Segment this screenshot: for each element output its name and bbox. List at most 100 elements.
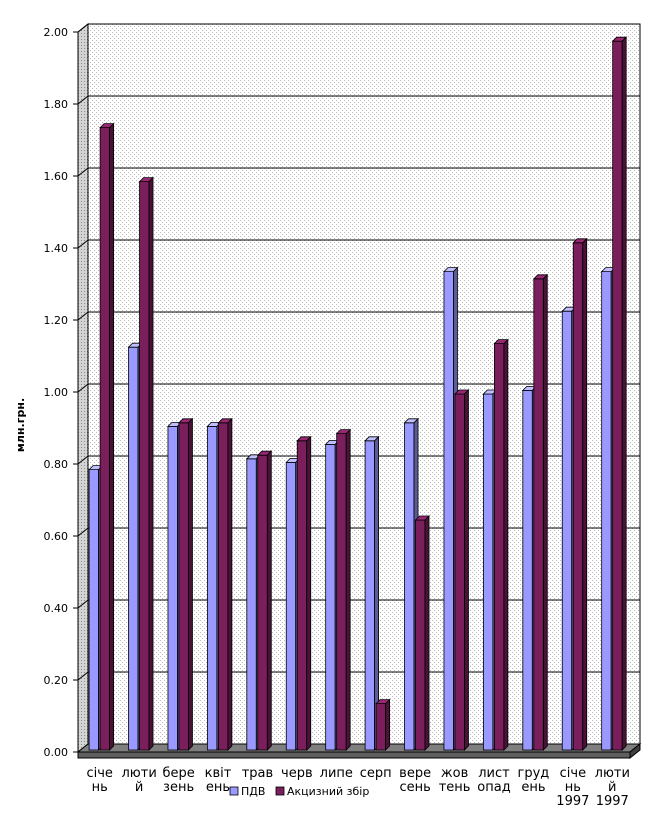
gridline-side [77,527,89,537]
bar-side [424,515,430,751]
bar-side [266,450,272,751]
category-label: січе [86,766,112,781]
bar-front [128,346,139,751]
category-label: 1997 [556,794,589,809]
bar-side [227,417,233,751]
y-tick-label: 1.80 [44,98,69,111]
gridline-side [77,239,89,249]
bar [217,417,233,751]
category-label: вере [399,766,431,781]
bar [138,176,154,751]
y-tick-label: 1.60 [44,170,69,183]
legend-swatch [275,786,285,796]
y-tick-label: 0.20 [44,674,69,687]
category-label: тень [439,780,471,795]
floor-side [629,742,641,760]
category-label: бере [162,766,194,781]
bar [414,515,430,751]
y-tick-label: 2.00 [44,26,69,39]
gridline-side [77,23,89,33]
bar-front [99,127,110,751]
bar [403,417,419,751]
bar-front [415,519,426,751]
bar-front [88,469,99,751]
y-tick-label: 1.40 [44,242,69,255]
bar-front [206,425,218,751]
y-tick-label: 0.00 [44,746,69,759]
category-label: зень [163,780,194,795]
bar-front [167,425,178,751]
bar-front [285,461,297,751]
bars [88,36,628,751]
bar-front [257,454,268,751]
bar [532,273,549,751]
category-label: ень [521,780,545,795]
y-axis-label: млн.грн. [14,398,27,452]
legend-swatch [229,786,239,796]
bar-side [109,122,114,751]
bar-front [375,703,386,751]
gridline-side [77,383,89,393]
y-tick-label: 0.80 [44,458,69,471]
gridline-side [77,455,89,465]
bar-front [364,440,375,751]
gridline-side [77,311,89,321]
bar-side [464,389,469,751]
y-axis: 0.00 0.20 0.40 0.60 0.80 1.00 1.20 1.40 1.60 1.80… [44,26,79,759]
category-label: квіт [205,766,232,781]
bar-front [296,440,308,751]
bar [572,237,588,751]
bar [99,122,115,751]
floor [76,743,642,753]
bar-side [582,237,588,751]
bar-front [443,271,454,751]
bar-side [188,417,193,751]
y-tick-label: 1.20 [44,314,69,327]
floor-edge [77,751,631,759]
bar-front [246,458,257,751]
gridline-side [77,671,89,681]
category-label: ень [206,780,230,795]
bar-side [503,338,509,751]
gridline-side [77,95,89,105]
bar-front [572,242,584,751]
bar-front [612,40,623,751]
bar-side [385,698,390,751]
bar-side [621,36,627,751]
category-label: люти [595,766,630,781]
category-label: січе [560,766,586,781]
bar-front [493,343,505,751]
category-label: опад [477,780,510,795]
bar [493,338,509,751]
bar-front [533,278,544,751]
category-label: й [135,780,143,795]
category-label: жов [441,766,468,781]
bar [364,435,380,751]
category-label: лист [478,766,510,781]
y-tick-label: 0.60 [44,530,69,543]
category-label: й [608,780,616,795]
bar-side [148,176,154,751]
bar [375,698,391,751]
bar-front [561,310,573,751]
category-label: трав [242,766,273,781]
category-label: черв [281,766,313,781]
bar-front [139,181,150,751]
bar-front [404,422,415,751]
bar [177,417,194,751]
category-label: сень [399,780,430,795]
category-label: серп [360,766,392,781]
legend-label: ПДВ [241,785,265,798]
y-tick-label: 1.00 [44,386,69,399]
bar-front [482,393,494,751]
bar-front [217,422,229,751]
bar [611,36,628,751]
category-label: нь [92,780,108,795]
gridline-side [77,167,89,177]
bar [256,450,273,751]
plot-area [76,22,642,760]
bar-front [178,422,189,751]
bar-side [306,435,312,751]
